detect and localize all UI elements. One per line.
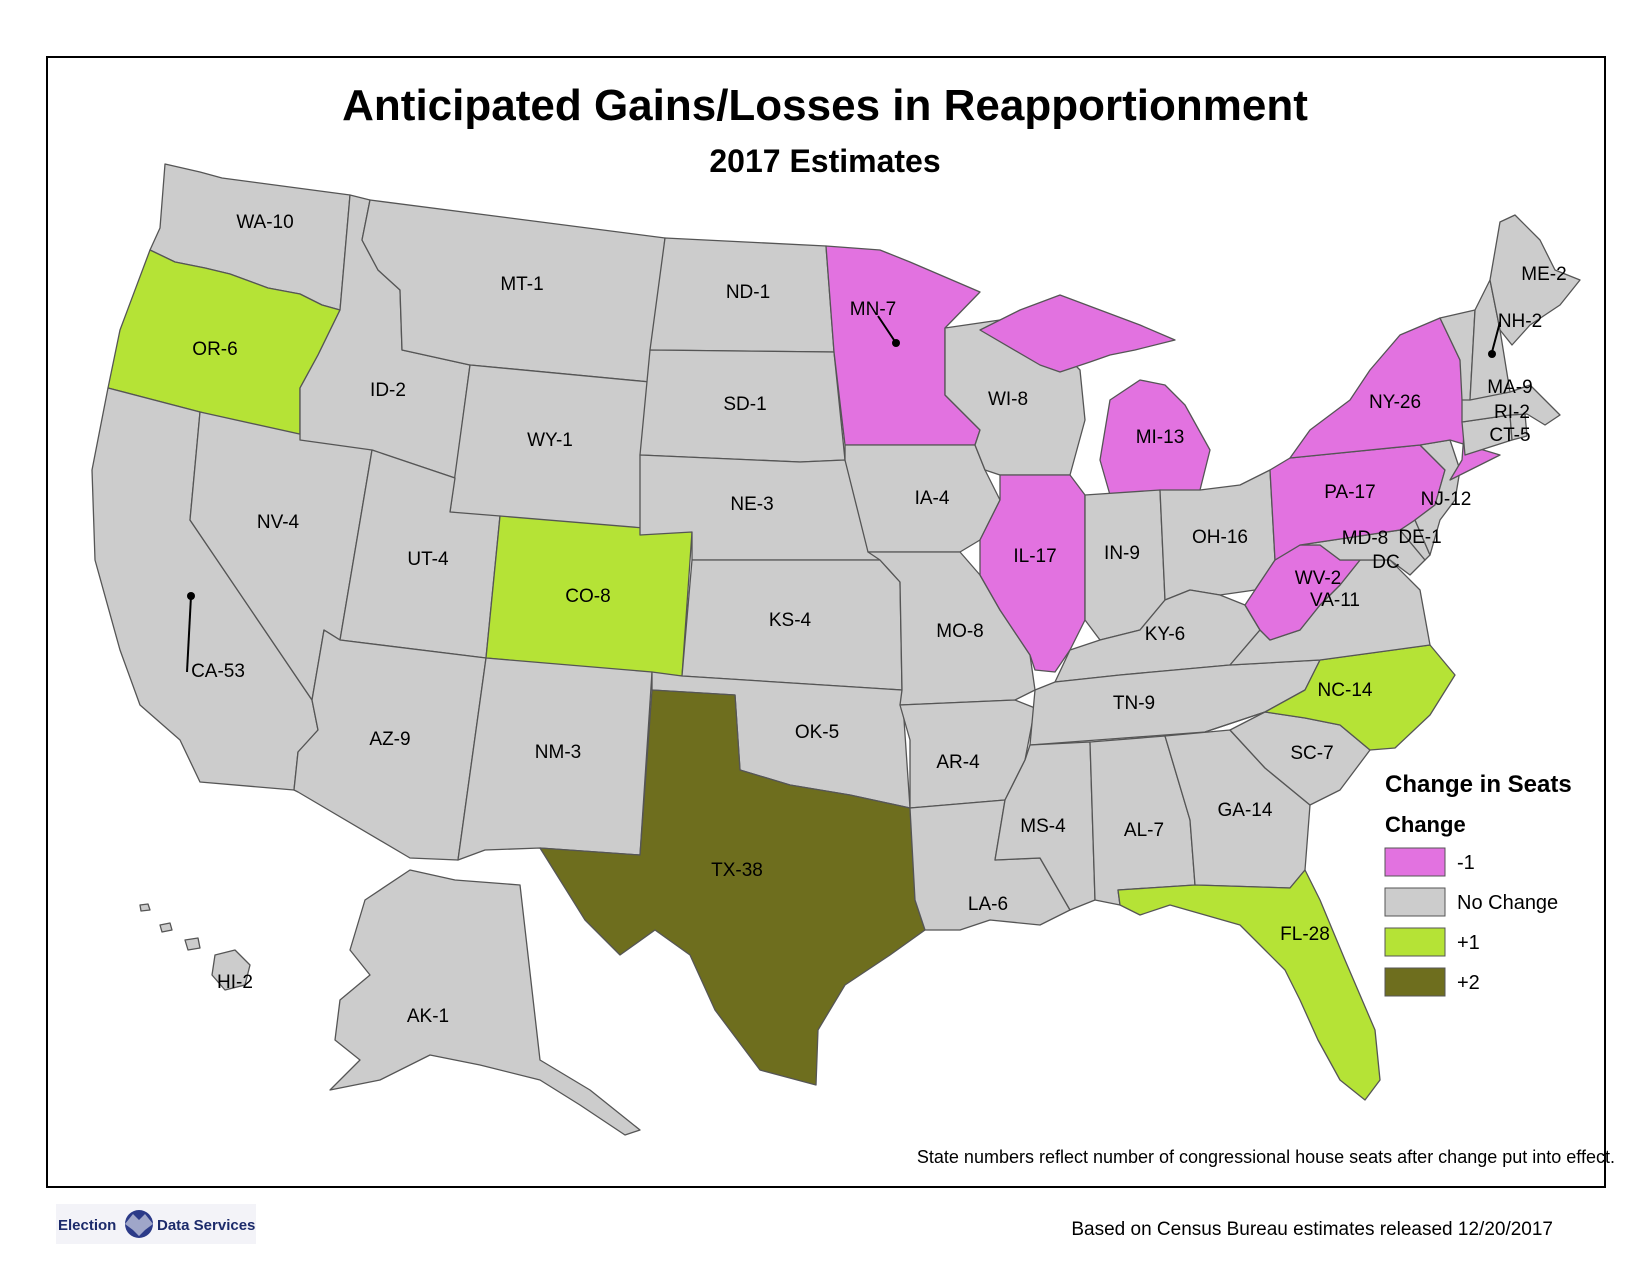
state-label-md: MD-8 [1342,528,1388,549]
state-labels: WA-10 OR-6 CA-53 NV-4 ID-2 MT-1 WY-1 UT-4 AZ-9 CO… [191,212,1567,1027]
legend-subtitle: Change [1385,812,1466,837]
source-note: Based on Census Bureau estimates release… [1071,1219,1553,1240]
leader-dot-mn [892,339,900,347]
state-label-nm: NM-3 [535,742,581,763]
state-label-va: VA-11 [1310,590,1360,611]
leader-lines [186,315,1501,673]
state-label-fl: FL-28 [1280,924,1330,945]
state-ak[interactable] [329,869,641,1136]
legend-swatch-0 [1384,847,1446,877]
logo-text-left: Election [58,1217,116,1234]
state-label-ia: IA-4 [915,488,950,509]
state-label-ks: KS-4 [769,610,812,631]
state-label-dc: DC [1372,552,1399,573]
state-mi[interactable] [979,294,1211,496]
legend-label-0: -1 [1457,852,1475,874]
state-label-sd: SD-1 [723,394,766,415]
state-label-co: CO-8 [565,586,610,607]
state-ma[interactable] [1461,384,1561,426]
state-label-nd: ND-1 [726,282,770,303]
leader-nh [1491,321,1501,353]
state-label-nh: NH-2 [1498,311,1542,332]
state-label-ne: NE-3 [730,494,773,515]
state-label-mi: MI-13 [1136,427,1185,448]
map-frame [46,56,1606,1188]
state-label-ca: CA-53 [191,661,245,682]
map-title: Anticipated Gains/Losses in Reapportionm… [342,81,1308,130]
logo: Election Data Services [56,1204,256,1244]
leader-ca [186,595,192,673]
state-label-mn: MN-7 [850,299,896,320]
legend-swatch-2 [1384,927,1446,957]
state-label-oh: OH-16 [1192,527,1248,548]
state-label-ak: AK-1 [407,1006,449,1027]
state-me[interactable] [1489,214,1581,346]
state-label-tx: TX-38 [711,860,763,881]
state-label-ar: AR-4 [936,752,980,773]
legend-swatch-3 [1384,967,1446,997]
state-nj[interactable] [1414,439,1461,556]
state-label-al: AL-7 [1124,820,1164,841]
state-label-wi: WI-8 [988,389,1028,410]
states-layer [91,163,1581,1136]
state-hi[interactable] [139,903,251,991]
state-label-ga: GA-14 [1218,800,1273,821]
leader-dot-nh [1488,350,1496,358]
state-mo[interactable] [867,551,1036,706]
legend-label-2: +1 [1457,932,1480,954]
map-note: State numbers reflect number of congress… [917,1147,1615,1167]
state-label-wy: WY-1 [527,430,573,451]
map-subtitle: 2017 Estimates [709,143,940,179]
state-label-hi: HI-2 [217,972,253,993]
state-label-in: IN-9 [1104,543,1140,564]
state-nc[interactable] [1204,644,1456,751]
state-label-pa: PA-17 [1324,482,1375,503]
state-label-sc: SC-7 [1290,743,1333,764]
state-label-ny: NY-26 [1369,392,1421,413]
state-label-ut: UT-4 [407,549,449,570]
leader-mn [877,315,897,344]
state-label-ma: MA-9 [1487,377,1532,398]
legend-swatch-1 [1384,887,1446,917]
state-label-mt: MT-1 [500,274,543,295]
state-label-wa: WA-10 [236,212,293,233]
legend-label-1: No Change [1457,892,1558,914]
state-label-ri: RI-2 [1494,402,1530,423]
state-label-wv: WV-2 [1295,568,1341,589]
state-label-az: AZ-9 [369,729,410,750]
state-vt[interactable] [1439,309,1476,401]
legend-title: Change in Seats [1385,771,1572,798]
state-label-la: LA-6 [968,894,1008,915]
state-label-de: DE-1 [1398,527,1441,548]
logo-text-right: Data Services [157,1217,255,1234]
state-label-il: IL-17 [1013,546,1056,567]
state-tx[interactable] [539,689,926,1086]
state-label-nv: NV-4 [257,512,300,533]
state-label-or: OR-6 [192,339,237,360]
state-label-me: ME-2 [1521,264,1566,285]
state-label-mo: MO-8 [936,621,984,642]
state-label-tn: TN-9 [1113,693,1155,714]
legend-items: -1 No Change +1 +2 [1384,847,1558,997]
legend: Change in Seats Change -1 No Change +1 +2 [1384,771,1572,997]
legend-label-3: +2 [1457,972,1480,994]
state-label-id: ID-2 [370,380,406,401]
state-label-nj: NJ-12 [1421,489,1472,510]
logo-box [56,1204,256,1244]
state-label-ky: KY-6 [1145,624,1186,645]
state-label-nc: NC-14 [1318,680,1373,701]
leader-dot-ca [187,592,195,600]
logo-eagle-icon [125,1210,153,1238]
state-fl[interactable] [1117,869,1381,1101]
state-label-ok: OK-5 [795,722,839,743]
state-label-ms: MS-4 [1020,816,1066,837]
state-label-ct: CT-5 [1489,425,1530,446]
state-nh[interactable] [1469,279,1511,401]
